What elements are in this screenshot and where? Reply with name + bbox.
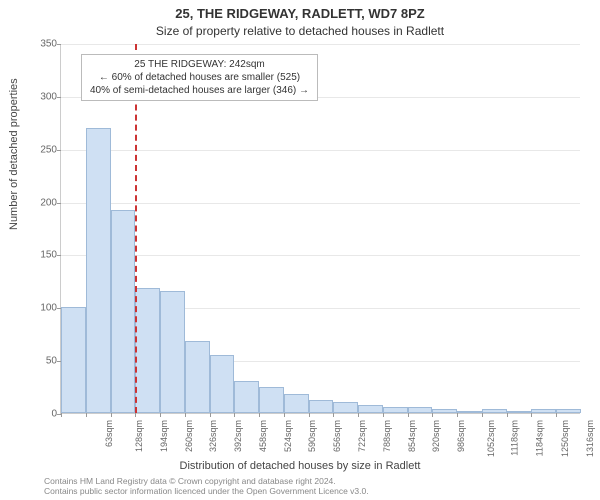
ytick-mark <box>57 97 61 98</box>
histogram-bar <box>234 381 259 413</box>
histogram-bar <box>185 341 210 413</box>
xtick-mark <box>160 413 161 417</box>
xtick-label: 194sqm <box>159 420 169 452</box>
ytick-mark <box>57 203 61 204</box>
ytick-mark <box>57 44 61 45</box>
y-axis-label: Number of detached properties <box>8 78 20 230</box>
histogram-bar <box>160 291 185 413</box>
xtick-label: 326sqm <box>208 420 218 452</box>
chart-subtitle: Size of property relative to detached ho… <box>0 24 600 38</box>
xtick-label: 1184sqm <box>535 420 545 456</box>
histogram-bar <box>556 409 581 413</box>
histogram-bar <box>284 394 309 413</box>
xtick-mark <box>333 413 334 417</box>
ytick-label: 50 <box>27 356 57 367</box>
x-axis-label: Distribution of detached houses by size … <box>0 460 600 472</box>
chart-container: { "titles": { "main": "25, THE RIDGEWAY,… <box>0 0 600 500</box>
xtick-label: 986sqm <box>456 420 466 452</box>
plot-area: 05010015020025030035063sqm128sqm194sqm26… <box>60 44 580 414</box>
xtick-label: 722sqm <box>357 420 367 452</box>
xtick-label: 788sqm <box>382 420 392 452</box>
annotation-line2: ← 60% of detached houses are smaller (52… <box>90 71 309 84</box>
histogram-bar <box>531 409 556 413</box>
xtick-mark <box>284 413 285 417</box>
ytick-label: 150 <box>27 250 57 261</box>
ytick-label: 0 <box>27 409 57 420</box>
ytick-label: 250 <box>27 144 57 155</box>
ytick-mark <box>57 150 61 151</box>
histogram-bar <box>507 411 532 413</box>
histogram-bar <box>135 288 160 413</box>
xtick-label: 260sqm <box>184 420 194 452</box>
xtick-mark <box>61 413 62 417</box>
gridline <box>61 203 580 204</box>
ytick-label: 200 <box>27 197 57 208</box>
xtick-mark <box>507 413 508 417</box>
gridline <box>61 44 580 45</box>
xtick-label: 1316sqm <box>585 420 595 457</box>
xtick-mark <box>556 413 557 417</box>
xtick-mark <box>309 413 310 417</box>
xtick-mark <box>86 413 87 417</box>
histogram-bar <box>457 411 482 413</box>
ytick-mark <box>57 255 61 256</box>
chart-title: 25, THE RIDGEWAY, RADLETT, WD7 8PZ <box>0 6 600 21</box>
xtick-label: 524sqm <box>283 420 293 452</box>
xtick-label: 128sqm <box>134 420 144 452</box>
histogram-bar <box>482 409 507 413</box>
annotation-box: 25 THE RIDGEWAY: 242sqm ← 60% of detache… <box>81 54 318 101</box>
histogram-bar <box>408 407 433 413</box>
histogram-bar <box>383 407 408 413</box>
xtick-label: 656sqm <box>332 420 342 452</box>
gridline <box>61 255 580 256</box>
xtick-mark <box>358 413 359 417</box>
histogram-bar <box>61 307 86 413</box>
histogram-bar <box>259 387 284 413</box>
gridline <box>61 150 580 151</box>
xtick-label: 458sqm <box>258 420 268 452</box>
xtick-label: 1052sqm <box>486 420 496 457</box>
xtick-label: 920sqm <box>431 420 441 452</box>
histogram-bar <box>111 210 136 413</box>
xtick-mark <box>457 413 458 417</box>
ytick-label: 350 <box>27 39 57 50</box>
footer-attribution: Contains HM Land Registry data © Crown c… <box>44 476 369 496</box>
xtick-mark <box>135 413 136 417</box>
footer-line2: Contains public sector information licen… <box>44 486 369 496</box>
xtick-mark <box>383 413 384 417</box>
xtick-mark <box>234 413 235 417</box>
xtick-mark <box>482 413 483 417</box>
xtick-mark <box>210 413 211 417</box>
histogram-bar <box>210 355 235 413</box>
histogram-bar <box>358 405 383 413</box>
xtick-label: 590sqm <box>308 420 318 452</box>
footer-line1: Contains HM Land Registry data © Crown c… <box>44 476 369 486</box>
xtick-label: 1118sqm <box>509 420 519 456</box>
histogram-bar <box>432 409 457 413</box>
xtick-label: 854sqm <box>407 420 417 452</box>
annotation-line1: 25 THE RIDGEWAY: 242sqm <box>90 58 309 71</box>
xtick-label: 63sqm <box>104 420 114 447</box>
xtick-mark <box>111 413 112 417</box>
xtick-mark <box>432 413 433 417</box>
xtick-mark <box>185 413 186 417</box>
xtick-mark <box>408 413 409 417</box>
xtick-mark <box>259 413 260 417</box>
xtick-label: 1250sqm <box>560 420 570 457</box>
annotation-line3: 40% of semi-detached houses are larger (… <box>90 84 309 97</box>
ytick-label: 100 <box>27 303 57 314</box>
xtick-mark <box>531 413 532 417</box>
histogram-bar <box>86 128 111 413</box>
histogram-bar <box>333 402 358 413</box>
histogram-bar <box>309 400 334 413</box>
ytick-label: 300 <box>27 91 57 102</box>
xtick-label: 392sqm <box>233 420 243 452</box>
